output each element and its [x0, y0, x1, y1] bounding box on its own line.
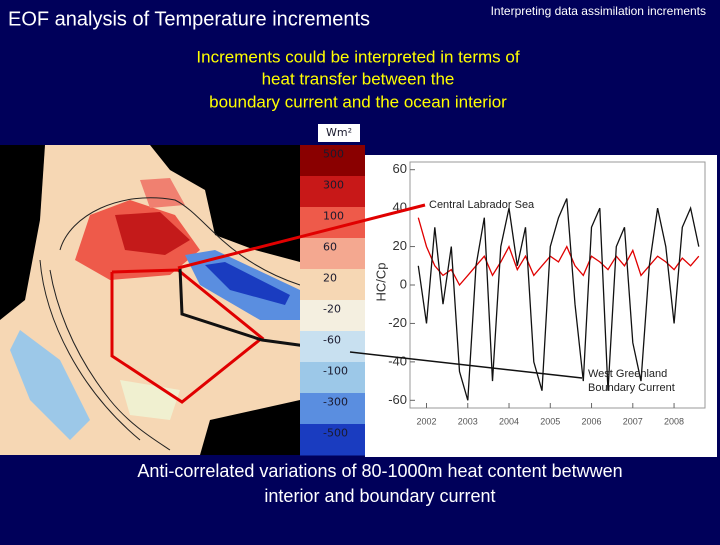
colorbar-label: 60	[323, 240, 337, 253]
colorbar-label: 300	[323, 178, 344, 191]
colorbar-label: -300	[323, 395, 348, 408]
colorbar-swatch	[300, 176, 365, 208]
colorbar-swatch	[300, 238, 365, 270]
colorbar-swatch	[300, 424, 365, 456]
x-tick-label: 2003	[458, 416, 478, 426]
arrow	[177, 203, 426, 270]
colorbar-swatch	[300, 331, 365, 363]
colorbar-swatch	[300, 393, 365, 425]
x-tick-label: 2006	[582, 416, 602, 426]
series-line	[417, 217, 700, 287]
colorbar-label: 500	[323, 147, 344, 160]
y-tick-label: -40	[388, 353, 407, 368]
y-axis-label: HC/Cp	[373, 262, 388, 301]
colorbar-label: -60	[323, 333, 341, 346]
caption-line: interior and boundary current	[264, 486, 495, 506]
y-tick-label: 0	[400, 276, 407, 291]
colorbar-label: 20	[323, 271, 337, 284]
caption-line: Anti-correlated variations of 80-1000m h…	[137, 461, 622, 481]
colorbar-label: 100	[323, 209, 344, 222]
chart-panel	[365, 155, 717, 457]
x-tick-label: 2007	[623, 416, 643, 426]
annotation: West Greenland	[588, 368, 667, 380]
colorbar-swatch	[300, 269, 365, 301]
colorbar-label: -500	[323, 426, 348, 439]
subtitle-line: Increments could be interpreted in terms…	[196, 47, 519, 66]
colorbar-unit: Wm²	[326, 126, 352, 139]
y-tick-label: 60	[393, 161, 407, 176]
slide-header: Interpreting data assimilation increment…	[491, 4, 706, 18]
x-tick-label: 2002	[416, 416, 436, 426]
annotation: Boundary Current	[588, 382, 675, 394]
x-tick-label: 2008	[664, 416, 684, 426]
y-tick-label: -60	[388, 392, 407, 407]
arrow	[349, 351, 583, 379]
colorbar-swatch	[300, 300, 365, 332]
x-tick-label: 2004	[499, 416, 519, 426]
colorbar-label: -20	[323, 302, 341, 315]
series-line	[417, 198, 700, 401]
map	[0, 145, 351, 455]
y-tick-label: 20	[393, 238, 407, 253]
colorbar-swatch	[300, 362, 365, 394]
colorbar-swatch	[300, 145, 365, 177]
colorbar: 500 300 100 60 20 -20 -60 -100 -300 -500	[300, 145, 365, 456]
colorbar-label: -100	[323, 364, 348, 377]
subtitle-line: heat transfer between the	[262, 69, 455, 88]
map-label: Mean	[229, 419, 262, 434]
x-tick-label: 2005	[540, 416, 560, 426]
subtitle-line: boundary current and the ocean interior	[209, 92, 507, 111]
annotation: Central Labrador Sea	[429, 199, 535, 211]
colorbar-unit-box	[318, 124, 360, 142]
slide-title: EOF analysis of Temperature increments	[8, 8, 370, 30]
y-tick-label: -20	[388, 315, 407, 330]
